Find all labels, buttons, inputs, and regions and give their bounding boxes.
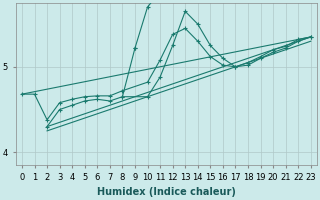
- X-axis label: Humidex (Indice chaleur): Humidex (Indice chaleur): [97, 187, 236, 197]
